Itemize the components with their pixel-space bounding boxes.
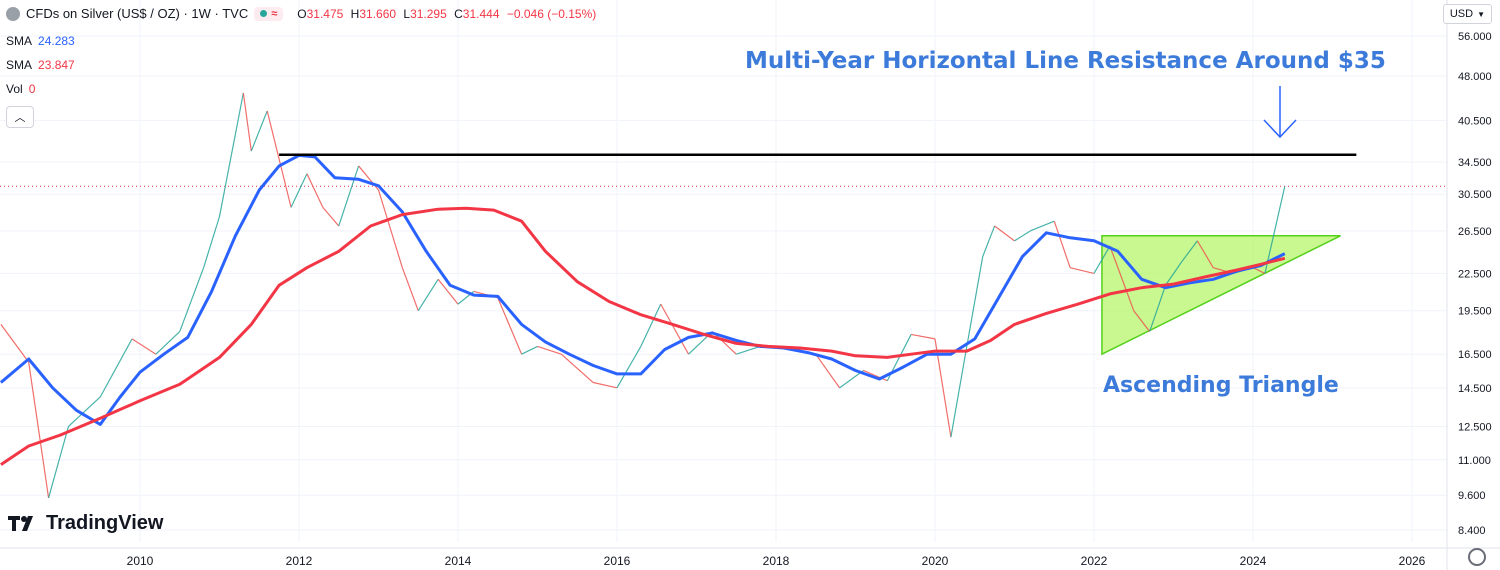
price-segment: [521, 345, 538, 355]
collapse-indicators-button[interactable]: ︿: [6, 106, 34, 128]
price-segment: [863, 369, 888, 382]
x-tick-label: 2014: [445, 554, 472, 568]
x-tick-label: 2022: [1081, 554, 1108, 568]
price-segment: [950, 346, 968, 438]
y-tick-label: 14.500: [1458, 383, 1492, 395]
price-segment: [306, 173, 324, 208]
symbol-title[interactable]: CFDs on Silver (US$ / OZ) · 1W · TVC: [26, 6, 249, 21]
price-segment: [250, 110, 268, 152]
price-segment: [966, 256, 984, 347]
y-tick-label: 19.500: [1458, 306, 1492, 318]
y-tick-label: 56.000: [1458, 31, 1492, 43]
price-segment: [417, 278, 439, 312]
y-tick-label: 16.500: [1458, 349, 1492, 361]
price-segment: [616, 346, 642, 389]
price-segment: [322, 206, 340, 227]
price-segment: [736, 345, 761, 355]
x-tick-label: 2012: [286, 554, 313, 568]
price-segment: [497, 297, 523, 355]
price-segment: [982, 225, 996, 257]
price-segment: [47, 426, 70, 499]
chevron-down-icon: ▼: [1477, 9, 1485, 19]
price-segment: [99, 338, 133, 398]
price-segment: [1252, 267, 1266, 274]
y-tick-label: 48.000: [1458, 71, 1492, 83]
price-segment: [994, 225, 1015, 242]
price-segment: [911, 333, 936, 340]
price-segment: [1109, 245, 1135, 311]
price-segment: [1165, 261, 1182, 286]
y-tick-label: 8.400: [1458, 525, 1486, 537]
price-segment: [660, 303, 690, 355]
price-segment: [338, 165, 360, 227]
indicator-volume[interactable]: Vol 0: [6, 82, 36, 96]
y-tick-label: 40.500: [1458, 115, 1492, 127]
price-segment: [155, 331, 181, 355]
y-tick-label: 30.500: [1458, 189, 1492, 201]
price-segment: [401, 267, 419, 311]
ohlc-readout: O31.475 H31.660 L31.295 C31.444 −0.046 (…: [297, 6, 597, 21]
price-segment: [131, 338, 157, 355]
price-segment: [266, 110, 292, 208]
x-tick-label: 2026: [1399, 554, 1426, 568]
indicator-sma-blue[interactable]: SMA 24.283: [6, 34, 75, 48]
gear-icon[interactable]: [1468, 548, 1486, 566]
chevron-up-icon: ︿: [14, 112, 26, 124]
price-segment: [290, 173, 308, 208]
symbol-header: CFDs on Silver (US$ / OZ) · 1W · TVC ≈ O…: [6, 6, 600, 21]
sma-blue-line: [0, 153, 1286, 426]
delay-wave-icon: ≈: [271, 7, 278, 20]
price-segment: [593, 381, 618, 389]
market-status-badge[interactable]: ≈: [254, 6, 284, 21]
currency-selector[interactable]: USD ▼: [1442, 4, 1492, 24]
price-segment: [28, 362, 50, 499]
y-tick-label: 9.600: [1458, 490, 1486, 502]
status-dot-icon: [260, 10, 268, 17]
price-segment: [537, 345, 562, 355]
resistance-annotation: Multi-Year Horizontal Line Resistance Ar…: [745, 48, 1386, 74]
sma-red-line: [0, 206, 1286, 466]
x-tick-label: 2018: [763, 554, 790, 568]
price-segment: [1053, 220, 1071, 268]
y-tick-label: 12.500: [1458, 421, 1492, 433]
arrow-down-icon: [1263, 119, 1297, 139]
tradingview-logo[interactable]: TradingView: [8, 512, 163, 535]
price-segment: [1276, 186, 1286, 222]
price-segment: [1030, 220, 1055, 232]
price-segment: [1070, 267, 1095, 275]
triangle-annotation: Ascending Triangle: [1103, 373, 1339, 398]
price-segment: [1149, 285, 1167, 332]
indicator-sma-red[interactable]: SMA 23.847: [6, 58, 75, 72]
x-tick-label: 2010: [127, 554, 154, 568]
y-tick-label: 34.500: [1458, 157, 1492, 169]
price-segment: [179, 267, 205, 332]
price-segment: [203, 216, 221, 268]
price-segment: [1014, 230, 1031, 242]
price-segment: [1093, 245, 1111, 274]
price-segment: [1133, 310, 1151, 332]
price-segment: [437, 278, 459, 305]
price-segment: [560, 353, 594, 383]
price-segment: [377, 189, 403, 268]
price-segment: [640, 303, 662, 347]
ascending-triangle-shape: [1101, 235, 1341, 356]
price-segment: [815, 353, 841, 389]
x-tick-label: 2024: [1240, 554, 1267, 568]
price-segment: [1264, 221, 1278, 274]
y-tick-label: 26.500: [1458, 226, 1492, 238]
price-segment: [242, 92, 252, 152]
price-segment: [1196, 240, 1214, 269]
y-tick-label: 11.000: [1458, 455, 1491, 467]
price-segment: [218, 92, 244, 217]
price-segment: [1180, 240, 1198, 263]
price-segment: [68, 396, 101, 427]
x-tick-label: 2020: [922, 554, 949, 568]
y-tick-label: 22.500: [1458, 268, 1492, 280]
price-segment: [0, 324, 30, 363]
silver-symbol-icon: [6, 6, 20, 21]
x-tick-label: 2016: [604, 554, 631, 568]
tradingview-logo-icon: [8, 515, 33, 531]
